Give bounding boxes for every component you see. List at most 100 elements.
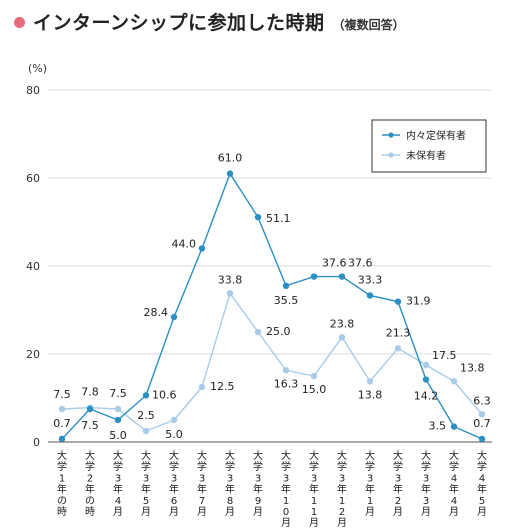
x-tick-label: 大学 4 年 5 月	[477, 449, 487, 518]
data-label-naiteisha: 33.3	[358, 273, 383, 286]
data-label-mihoyusha: 13.8	[358, 388, 383, 401]
data-label-mihoyusha: 12.5	[210, 380, 235, 393]
x-tick-label: 大学 3 年 4 月	[113, 449, 123, 518]
data-point-mihoyusha	[422, 361, 430, 369]
x-tick-label: 大学 3 年 1 1 月	[309, 449, 319, 529]
data-point-naiteisha	[422, 376, 430, 383]
data-label-naiteisha: 0.7	[473, 417, 491, 430]
x-tick-label: 大学 3 年 3 月	[421, 449, 431, 518]
data-point-mihoyusha	[58, 405, 66, 413]
data-point-mihoyusha	[282, 367, 290, 374]
data-point-mihoyusha	[114, 405, 122, 413]
data-point-mihoyusha	[450, 378, 458, 385]
data-label-naiteisha: 0.7	[53, 417, 71, 430]
chart-title: インターンシップに参加した時期	[33, 12, 325, 34]
y-tick-label: 20	[26, 348, 40, 361]
grid-lines	[48, 89, 492, 443]
x-tick-label: 大学 3 年 2 月	[393, 449, 403, 518]
data-label-naiteisha: 37.6	[322, 257, 347, 270]
x-tick-label: 大学 3 年 1 0 月	[281, 449, 291, 529]
data-label-naiteisha: 35.5	[274, 294, 299, 307]
data-point-naiteisha	[254, 213, 262, 221]
data-label-mihoyusha: 23.8	[330, 317, 355, 330]
data-label-mihoyusha: 33.8	[218, 273, 243, 286]
data-point-mihoyusha	[170, 416, 178, 424]
data-point-naiteisha	[114, 416, 122, 424]
data-point-naiteisha	[58, 435, 66, 443]
legend-box	[371, 119, 487, 173]
series-line-naiteisha	[61, 172, 483, 440]
data-point-mihoyusha	[254, 328, 262, 336]
y-tick-label: 40	[26, 260, 40, 273]
data-label-mihoyusha: 5.0	[165, 428, 183, 441]
x-tick-label: 大学 3 年 6 月	[169, 449, 179, 518]
x-tick-label: 大学 3 年 7 月	[197, 449, 207, 518]
x-tick-label: 大学 3 年 9 月	[253, 449, 263, 518]
data-label-mihoyusha: 6.3	[473, 394, 491, 407]
data-point-mihoyusha	[226, 290, 234, 297]
data-point-naiteisha	[226, 170, 234, 177]
data-label-mihoyusha: 15.0	[302, 383, 327, 396]
series-layer	[58, 170, 486, 443]
data-label-naiteisha: 5.0	[109, 429, 127, 442]
data-label-naiteisha: 44.0	[172, 237, 197, 250]
data-point-mihoyusha	[366, 378, 374, 385]
data-label-naiteisha: 31.9	[406, 295, 431, 308]
data-label-mihoyusha: 7.8	[81, 386, 99, 399]
data-point-naiteisha	[366, 292, 374, 299]
data-label-mihoyusha: 2.5	[137, 409, 155, 422]
data-label-mihoyusha: 7.5	[53, 388, 71, 401]
chart-subtitle: （複数回答）	[332, 18, 405, 32]
data-label-mihoyusha: 7.5	[109, 387, 127, 400]
data-label-naiteisha: 51.1	[266, 212, 291, 225]
x-tick-label: 大学 4 年 4 月	[449, 449, 459, 518]
data-point-naiteisha	[310, 273, 318, 280]
title-bullet-icon	[14, 17, 25, 28]
legend-swatch-marker	[388, 152, 394, 158]
data-point-naiteisha	[170, 313, 178, 321]
data-label-naiteisha: 14.2	[414, 390, 439, 403]
data-point-mihoyusha	[394, 345, 402, 352]
y-tick-label: 80	[26, 84, 40, 97]
data-point-mihoyusha	[338, 334, 346, 341]
data-label-mihoyusha: 21.3	[386, 326, 411, 339]
x-tick-label: 大学 2 年の時	[85, 449, 95, 518]
data-label-naiteisha: 28.4	[144, 306, 169, 319]
axes: (%) 0 20 40 60 80	[26, 62, 47, 449]
x-tick-label: 大学 3 年 8 月	[225, 449, 235, 518]
data-point-naiteisha	[198, 245, 206, 252]
data-point-naiteisha	[282, 282, 290, 289]
data-label-naiteisha: 61.0	[218, 152, 243, 165]
data-labels: 0.7 7.5 5.0 10.6 28.4 44.0 61.0 51.1 35.5 37.6 37.…	[53, 152, 491, 442]
data-label-naiteisha: 37.6	[348, 257, 373, 270]
data-point-naiteisha	[478, 435, 486, 443]
data-point-naiteisha	[338, 273, 346, 280]
x-tick-label: 大学 3 年 5 月	[141, 449, 151, 518]
data-point-mihoyusha	[142, 427, 150, 435]
data-point-naiteisha	[394, 298, 402, 305]
data-label-mihoyusha: 25.0	[266, 325, 291, 338]
data-point-mihoyusha	[310, 372, 318, 380]
x-tick-label: 大学 1 年の時	[57, 449, 67, 518]
data-point-mihoyusha	[198, 383, 206, 391]
data-label-naiteisha: 10.6	[152, 388, 177, 401]
data-point-mihoyusha	[478, 411, 486, 418]
y-tick-label: 0	[33, 436, 40, 449]
data-point-naiteisha	[142, 392, 150, 399]
x-tick-label: 大学 3 年 1 月	[365, 449, 375, 518]
x-tick-label: 大学 3 年 1 2 月	[337, 449, 347, 529]
chart-title-row: インターンシップに参加した時期 （複数回答）	[14, 8, 405, 35]
data-label-mihoyusha: 17.5	[432, 349, 457, 362]
data-label-naiteisha: 7.5	[81, 419, 99, 432]
category-labels: 大学 1 年の時 大学 2 年の時 大学 3 年 4 月 大学 3 年 5 月 大学 3 年 6 月 大学 3 年 7 月 大学 3 年…	[57, 449, 487, 529]
series-line-mihoyusha	[61, 291, 483, 432]
data-label-mihoyusha: 13.8	[460, 361, 485, 374]
y-axis-unit-label: (%)	[28, 62, 47, 75]
data-label-naiteisha: 3.5	[429, 420, 447, 433]
data-point-naiteisha	[86, 405, 94, 413]
legend-label: 内々定保有者	[406, 129, 466, 142]
legend-label: 未保有者	[406, 149, 446, 162]
